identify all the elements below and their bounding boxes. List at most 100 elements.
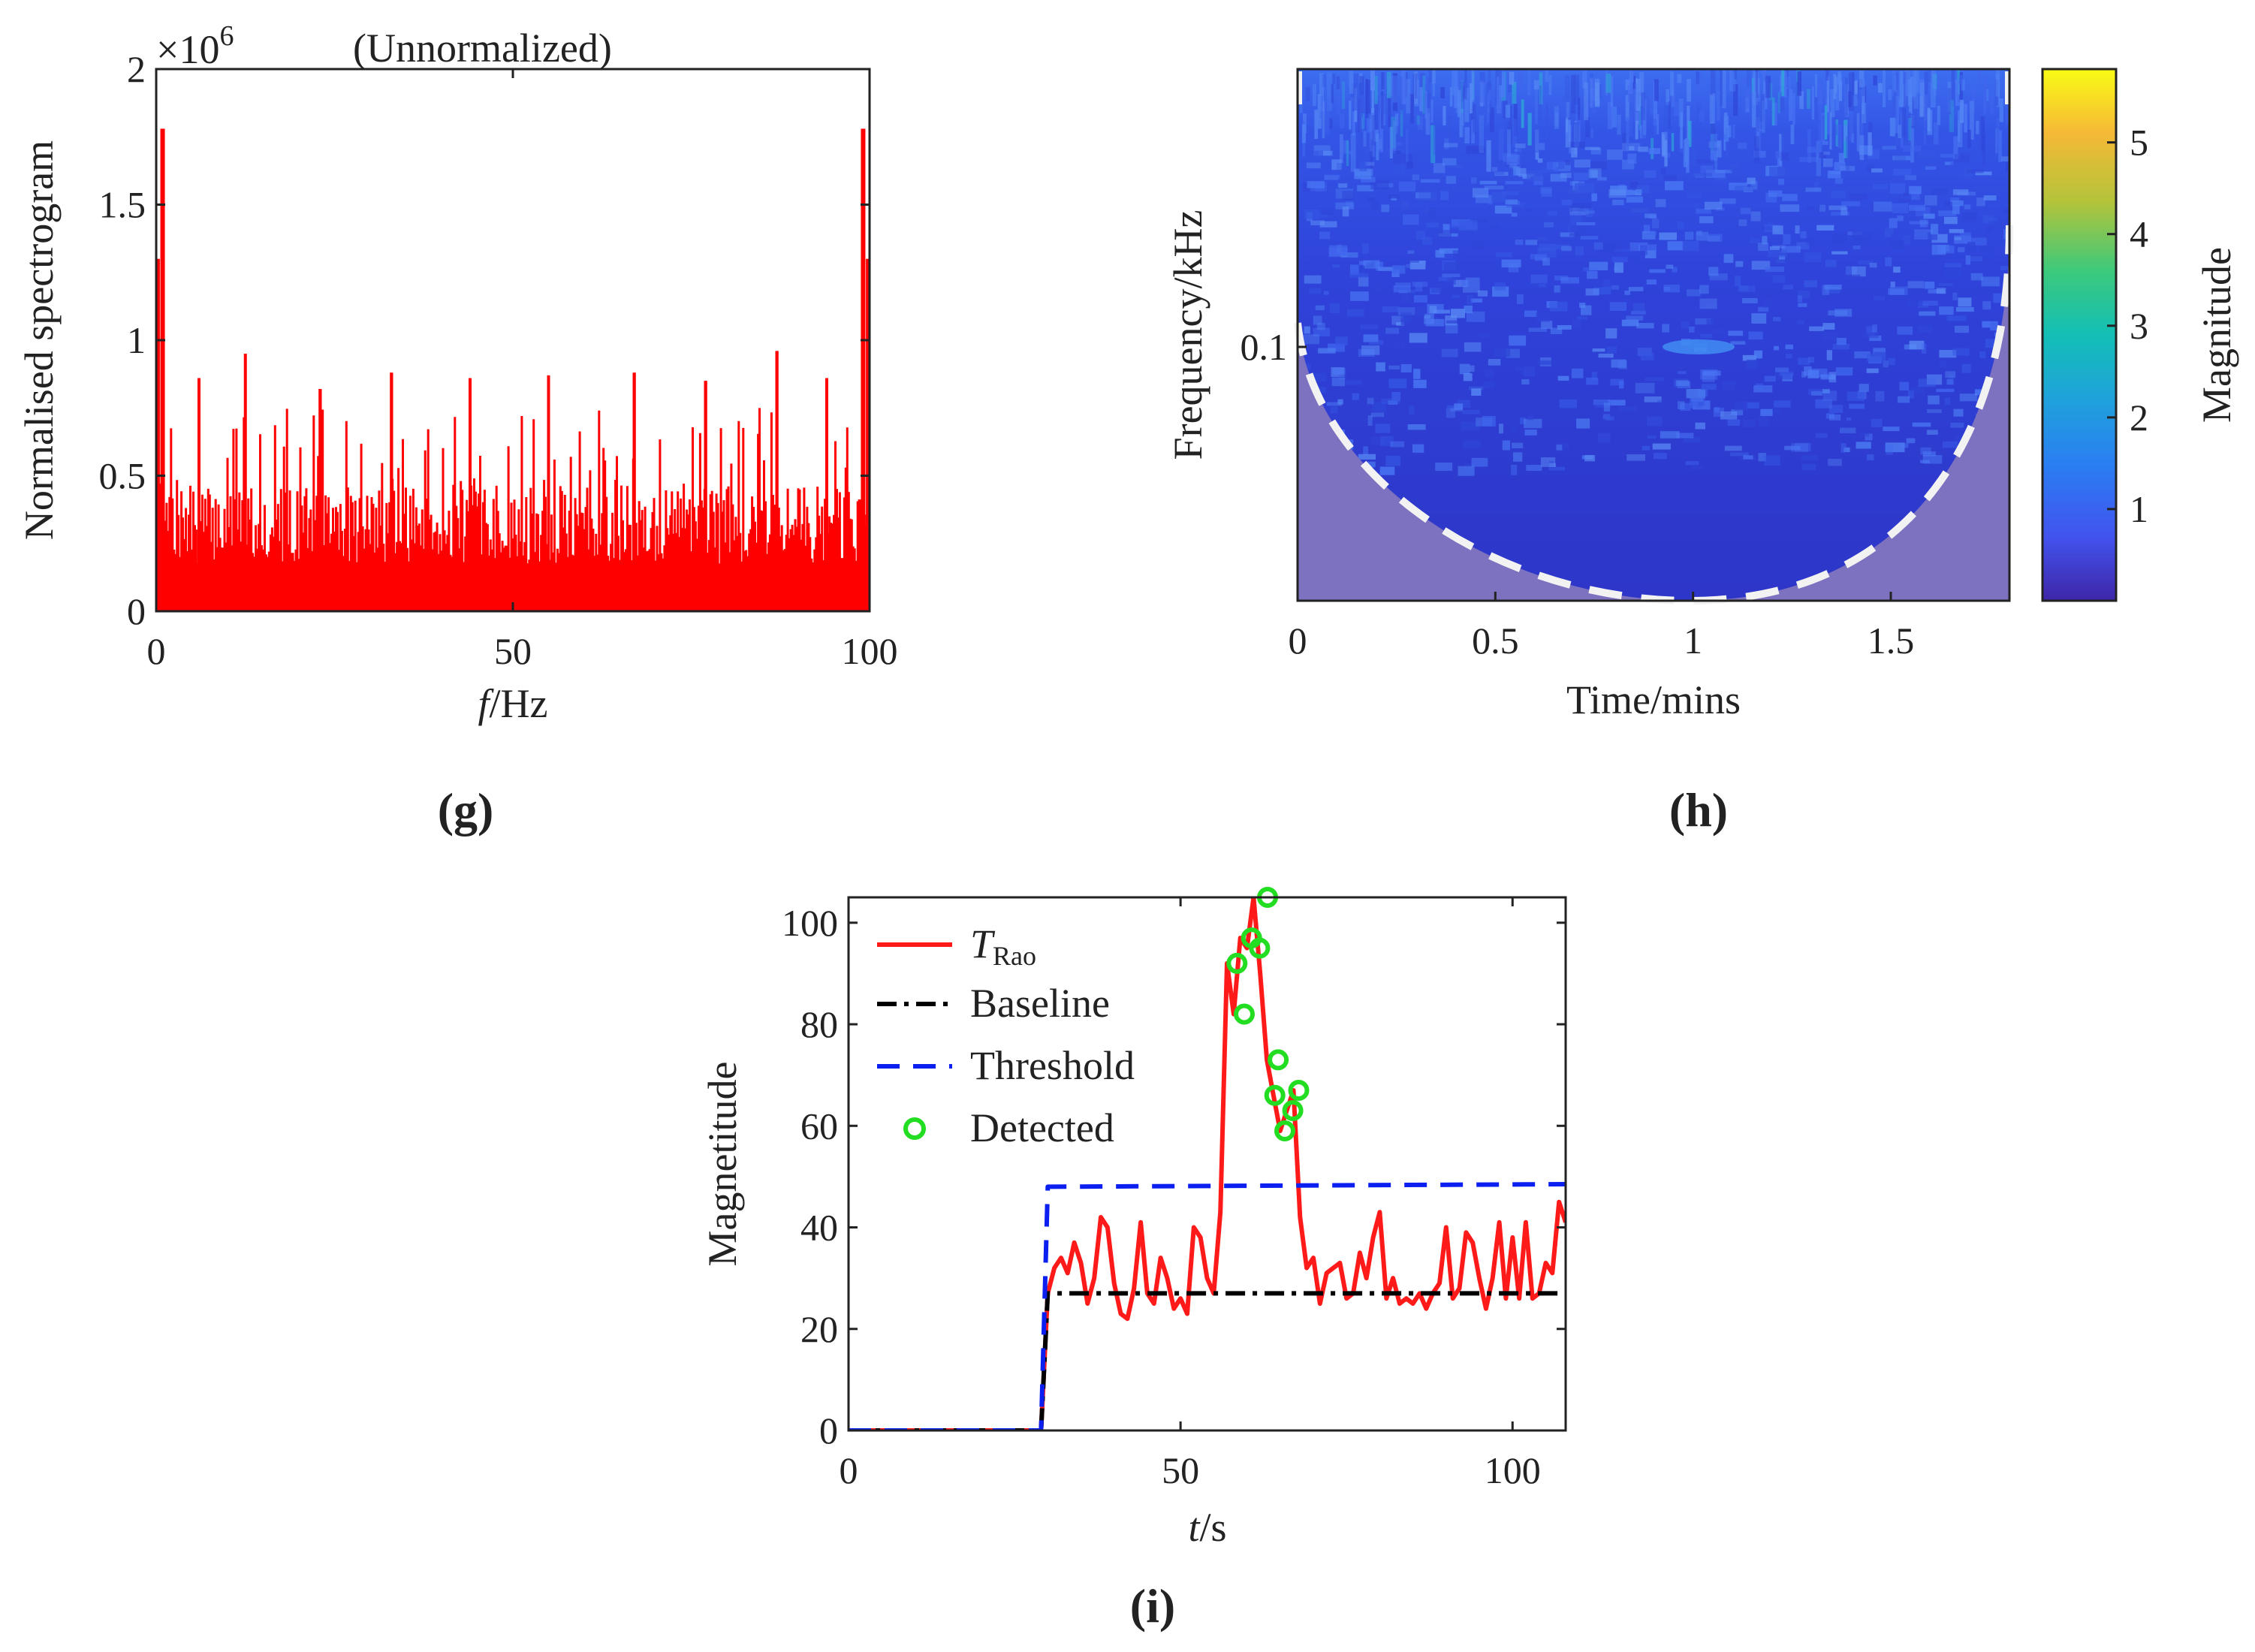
h-speckle-cell <box>1426 222 1440 228</box>
h-speckle-cell <box>1723 116 1729 142</box>
h-speckle-cell <box>1754 136 1759 164</box>
h-speckle-cell <box>1390 441 1405 448</box>
h-speckle-cell <box>1399 260 1405 270</box>
h-speckle-cell <box>1789 89 1793 121</box>
h-speckle-cell <box>1953 136 1958 159</box>
h-speckle-cell <box>1830 89 1835 117</box>
h-speckle-cell <box>2000 266 2009 270</box>
h-speckle-cell <box>1617 114 1621 135</box>
h-speckle-cell <box>1512 442 1524 448</box>
h-speckle-cell <box>1579 303 1586 308</box>
h-speckle-cell <box>1611 285 1620 290</box>
h-speckle-cell <box>1570 215 1582 225</box>
h-speckle-cell <box>1724 445 1742 451</box>
h-speckle-cell <box>1869 262 1877 268</box>
h-speckle-cell <box>1976 120 1979 134</box>
h-speckle-cell <box>1347 150 1353 155</box>
h-speckle-cell <box>1644 170 1657 178</box>
h-speckle-cell <box>1845 77 1848 116</box>
h-speckle-cell <box>1852 266 1866 277</box>
series-line-threshold <box>849 1182 1566 1430</box>
h-speckle-cell <box>1431 70 1436 83</box>
h-speckle-cell <box>1920 460 1930 463</box>
h-speckle-cell <box>1861 103 1867 124</box>
h-speckle-cell <box>1367 118 1372 133</box>
h-speckle-cell <box>1990 321 1998 331</box>
i-y-tick-label: 80 <box>800 1003 838 1045</box>
h-speckle-cell <box>1928 395 1940 405</box>
h-speckle-cell <box>1763 71 1766 82</box>
h-speckle-cell <box>1360 113 1364 129</box>
h-speckle-cell <box>2008 356 2009 361</box>
h-speckle-cell <box>1689 326 1695 333</box>
h-speckle-cell <box>1304 275 1322 284</box>
h-speckle-cell <box>1314 150 1323 157</box>
h-speckle-cell <box>1486 261 1501 272</box>
h-speckle-cell <box>1898 71 1904 107</box>
h-speckle-cell <box>1301 124 1306 143</box>
h-speckle-cell <box>1678 401 1685 410</box>
h-speckle-cell <box>1467 294 1473 305</box>
h-speckle-cell <box>1807 146 1819 153</box>
h-speckle-cell <box>1686 139 1690 173</box>
h-speckle-cell <box>1690 466 1703 470</box>
h-speckle-cell <box>1447 405 1455 409</box>
h-speckle-cell <box>1807 357 1815 363</box>
h-speckle-cell <box>1429 306 1437 314</box>
h-x-tick-label: 1 <box>1684 620 1702 662</box>
i-x-label-var: t <box>1188 1505 1201 1550</box>
h-speckle-cell <box>1527 113 1532 146</box>
h-speckle-cell <box>1304 326 1310 334</box>
h-speckle-cell <box>1599 243 1617 254</box>
h-speckle-cell <box>1584 146 1600 150</box>
h-speckle-cell <box>1331 84 1334 104</box>
h-speckle-cell <box>1454 403 1464 410</box>
h-speckle-cell <box>1470 83 1473 113</box>
h-speckle-cell <box>1580 236 1599 240</box>
h-speckle-cell <box>1427 92 1431 125</box>
h-speckle-cell <box>1781 123 1786 149</box>
h-speckle-cell <box>1792 93 1795 125</box>
h-speckle-cell <box>1560 277 1579 284</box>
h-speckle-cell <box>1396 322 1404 326</box>
h-speckle-cell <box>1545 103 1548 141</box>
h-speckle-cell <box>1527 170 1544 181</box>
h-speckle-cell <box>1605 328 1617 339</box>
h-speckle-cell <box>1347 309 1364 317</box>
h-speckle-cell <box>1629 242 1648 252</box>
h-speckle-cell <box>1743 455 1753 460</box>
h-speckle-cell <box>1382 94 1387 114</box>
h-speckle <box>1298 69 2009 476</box>
h-speckle-cell <box>1508 264 1519 273</box>
h-speckle-cell <box>1840 206 1848 216</box>
h-speckle-cell <box>1882 146 1897 150</box>
h-speckle-cell <box>1361 176 1376 182</box>
h-speckle-cell <box>1950 422 1964 428</box>
h-speckle-cell <box>1687 289 1701 297</box>
h-speckle-cell <box>1849 403 1865 409</box>
h-speckle-cell <box>1936 288 1946 294</box>
h-speckle-cell <box>1831 212 1850 216</box>
h-y-tick-label: 0.1 <box>1241 326 1288 368</box>
h-speckle-cell <box>1591 193 1597 201</box>
h-speckle-cell <box>1595 82 1600 107</box>
h-speckle-cell <box>1699 298 1717 309</box>
h-speckle-cell <box>1635 382 1655 393</box>
h-speckle-cell <box>1903 235 1911 245</box>
h-speckle-cell <box>1382 306 1400 312</box>
h-speckle-cell <box>1640 245 1648 255</box>
h-speckle-cell <box>1459 363 1470 375</box>
h-speckle-cell <box>1392 120 1396 151</box>
h-speckle-cell <box>1873 201 1892 212</box>
spectrogram-peak <box>243 354 247 611</box>
i-y-tick-label: 40 <box>800 1207 838 1249</box>
h-speckle-cell <box>1998 130 2003 162</box>
h-speckle-cell <box>1590 161 1607 170</box>
h-speckle-cell <box>1822 389 1830 393</box>
h-speckle-cell <box>1513 104 1518 137</box>
h-speckle-cell <box>1769 246 1780 250</box>
h-speckle-cell <box>1835 76 1840 111</box>
h-speckle-cell <box>1400 364 1412 372</box>
h-speckle-cell <box>1683 436 1701 443</box>
